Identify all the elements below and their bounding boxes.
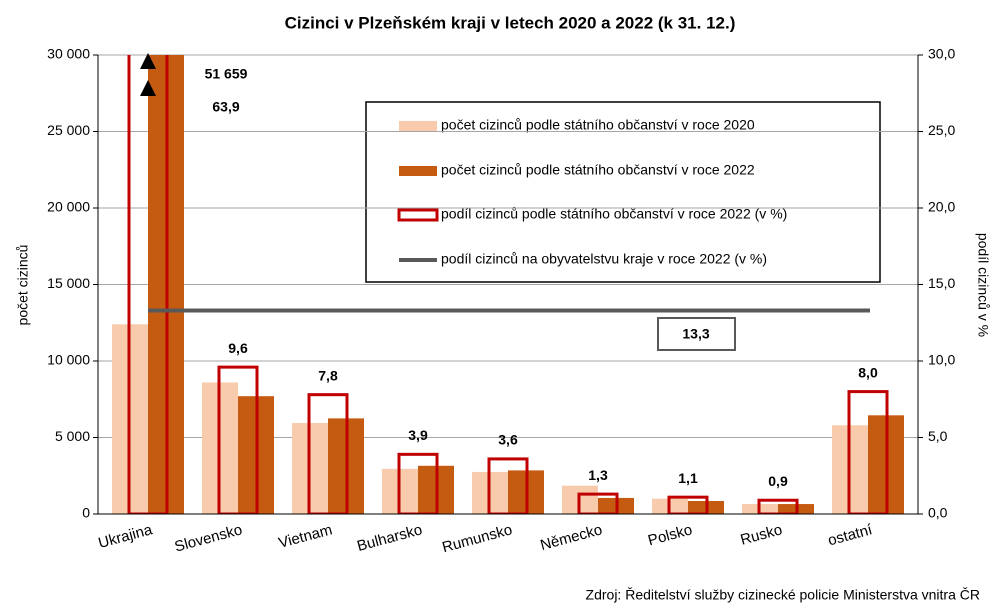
legend-label: počet cizinců podle státního občanství v… <box>441 117 755 133</box>
x-tick-label: Polsko <box>646 521 694 549</box>
share-bar <box>847 390 889 514</box>
x-tick-label: Ukrajina <box>97 521 155 552</box>
x-tick-label: Slovensko <box>173 521 244 555</box>
overflow-arrow <box>140 80 156 96</box>
share-label: 9,6 <box>228 340 248 356</box>
reference-label-box <box>657 317 736 351</box>
legend-swatch <box>399 121 437 131</box>
share-bar <box>487 457 529 514</box>
legend-label: počet cizinců podle státního občanství v… <box>441 162 755 178</box>
x-tick-label: Rusko <box>739 521 784 548</box>
x-tick-label: Vietnam <box>277 521 334 552</box>
legend-swatch <box>399 166 437 176</box>
y-tick-label: 25 000 <box>47 122 90 138</box>
value-label: 51 659 <box>205 66 248 82</box>
y-tick-label: 15 000 <box>47 275 90 291</box>
y2-tick-label: 20,0 <box>928 199 955 215</box>
overflow-arrow <box>140 53 156 69</box>
share-label: 7,8 <box>318 367 338 383</box>
y-axis-title: počet cizinců <box>15 245 31 326</box>
y2-tick-label: 5,0 <box>928 428 948 444</box>
share-label: 3,9 <box>408 427 428 443</box>
share-label: 63,9 <box>212 99 239 115</box>
share-bar <box>667 495 709 514</box>
reference-label: 13,3 <box>682 326 709 342</box>
x-tick-label: ostatní <box>826 521 875 549</box>
y-tick-label: 30 000 <box>47 46 90 62</box>
y2-axis-title: podíl cizinců v % <box>975 233 991 337</box>
x-tick-label: Bulharsko <box>355 521 424 555</box>
share-bar <box>757 498 799 514</box>
y2-tick-label: 30,0 <box>928 46 955 62</box>
x-tick-label: Rumunsko <box>440 521 514 556</box>
source: Zdroj: Ředitelství služby cizinecké poli… <box>586 587 980 603</box>
legend: počet cizinců podle státního občanství v… <box>365 101 881 283</box>
y2-tick-label: 25,0 <box>928 122 955 138</box>
share-bar <box>217 365 259 514</box>
y2-tick-label: 15,0 <box>928 275 955 291</box>
legend-swatch <box>397 208 439 222</box>
x-tick-label: Německo <box>538 521 604 554</box>
legend-label: podíl cizinců podle státního občanství v… <box>441 206 787 222</box>
share-bar <box>307 393 349 514</box>
y2-tick-label: 0,0 <box>928 505 948 521</box>
share-label: 0,9 <box>768 473 788 489</box>
y-tick-label: 20 000 <box>47 199 90 215</box>
plot-area <box>112 55 904 514</box>
share-label: 8,0 <box>858 364 878 380</box>
y-tick-label: 5 000 <box>55 428 90 444</box>
y-tick-label: 0 <box>82 505 90 521</box>
y-tick-label: 10 000 <box>47 352 90 368</box>
y2-tick-label: 10,0 <box>928 352 955 368</box>
share-label: 1,3 <box>588 467 608 483</box>
chart-title: Cizinci v Plzeňském kraji v letech 2020 … <box>285 13 736 32</box>
share-label: 3,6 <box>498 432 518 448</box>
share-label: 1,1 <box>678 470 698 486</box>
legend-label: podíl cizinců na obyvatelstvu kraje v ro… <box>441 251 767 267</box>
